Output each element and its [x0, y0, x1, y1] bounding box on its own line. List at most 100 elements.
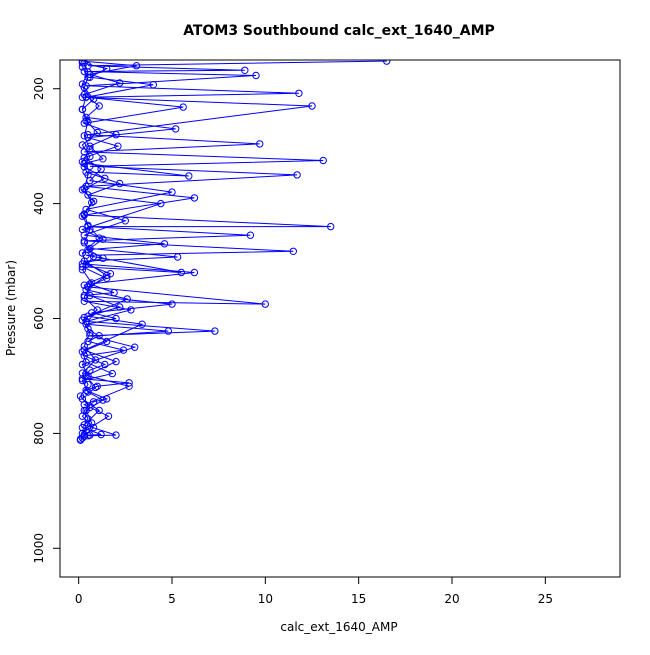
data-point [80, 297, 89, 305]
data-point [252, 71, 260, 80]
data-point [177, 268, 186, 277]
x-tick-label: 5 [168, 592, 176, 606]
data-point [80, 154, 89, 162]
data-point [84, 221, 92, 230]
data-point [78, 376, 87, 385]
y-axis-label: Pressure (mbar) [4, 260, 18, 356]
data-point [82, 406, 90, 415]
data-point [103, 64, 111, 73]
data-point [76, 392, 85, 400]
data-point [84, 191, 92, 199]
data-point [84, 118, 92, 126]
data-point [91, 383, 100, 392]
data-point [84, 171, 92, 179]
data-point [95, 102, 103, 110]
series-line-4 [79, 62, 99, 437]
x-tick-label: 25 [538, 592, 553, 606]
y-tick-label: 200 [32, 77, 46, 100]
x-tick-label: 20 [444, 592, 459, 606]
data-point [80, 421, 89, 429]
data-point [89, 423, 98, 432]
data-point [190, 268, 199, 277]
data-point [78, 158, 87, 166]
data-point [172, 125, 180, 133]
data-point [127, 306, 135, 314]
data-point [93, 128, 102, 137]
data-point [78, 60, 87, 67]
data-point [121, 217, 130, 225]
data-point [293, 171, 301, 179]
data-point [261, 300, 269, 308]
data-point [112, 131, 120, 139]
data-point [84, 312, 92, 320]
data-point [78, 63, 87, 71]
data-point [101, 174, 109, 183]
data-point [95, 234, 103, 242]
series-line-5 [81, 66, 122, 434]
data-point [99, 235, 107, 243]
series-line-2 [81, 60, 387, 439]
data-point [86, 152, 94, 161]
data-point [112, 357, 120, 366]
data-point [80, 163, 89, 171]
data-point [173, 253, 182, 261]
chart-title: ATOM3 Southbound calc_ext_1640_AMP [183, 23, 495, 39]
data-point [86, 73, 94, 81]
data-point [84, 325, 92, 333]
data-point [295, 89, 303, 98]
data-point [89, 197, 98, 206]
data-point [89, 252, 98, 261]
data-point [86, 145, 94, 153]
data-point [80, 60, 88, 67]
data-point [104, 412, 113, 420]
data-point [86, 225, 94, 234]
data-point [116, 303, 124, 311]
data-point [80, 210, 89, 218]
data-point [112, 431, 120, 439]
data-point [78, 186, 87, 194]
data-point [112, 314, 120, 323]
data-point [319, 156, 327, 165]
x-axis-label: calc_ext_1640_AMP [280, 620, 397, 634]
data-point [131, 343, 139, 351]
data-point [78, 266, 87, 274]
data-point [91, 356, 100, 364]
data-point [168, 300, 176, 308]
data-point [383, 60, 391, 65]
x-tick-label: 15 [351, 592, 366, 606]
data-point [116, 79, 124, 87]
data-point [103, 337, 111, 346]
data-point [78, 360, 87, 369]
axes: 0 5 10 15 20 25 200 400 600 800 1000 [32, 59, 621, 606]
data-point [78, 249, 87, 257]
data-point [78, 225, 87, 234]
y-tick-label: 1000 [32, 533, 46, 564]
data-point [89, 95, 98, 103]
data-point [88, 419, 96, 427]
data-point [125, 382, 133, 390]
data-point [108, 369, 117, 378]
data-point [185, 172, 193, 180]
data-point [97, 430, 105, 439]
data-point [132, 61, 141, 70]
data-point [78, 212, 87, 220]
data-point [123, 295, 131, 303]
data-point [101, 360, 109, 369]
data-point [76, 436, 85, 444]
data-point [246, 231, 255, 239]
data-point [82, 93, 90, 101]
data-point [157, 199, 165, 208]
data-point [80, 83, 89, 92]
plot-area [76, 60, 391, 444]
data-point [99, 396, 107, 404]
data-point [190, 194, 199, 202]
data-point [138, 320, 146, 328]
data-point [82, 117, 90, 125]
data-point [241, 66, 249, 75]
data-point [78, 412, 87, 420]
x-tick-label: 10 [258, 592, 273, 606]
data-point [80, 313, 89, 322]
data-point [78, 369, 87, 377]
